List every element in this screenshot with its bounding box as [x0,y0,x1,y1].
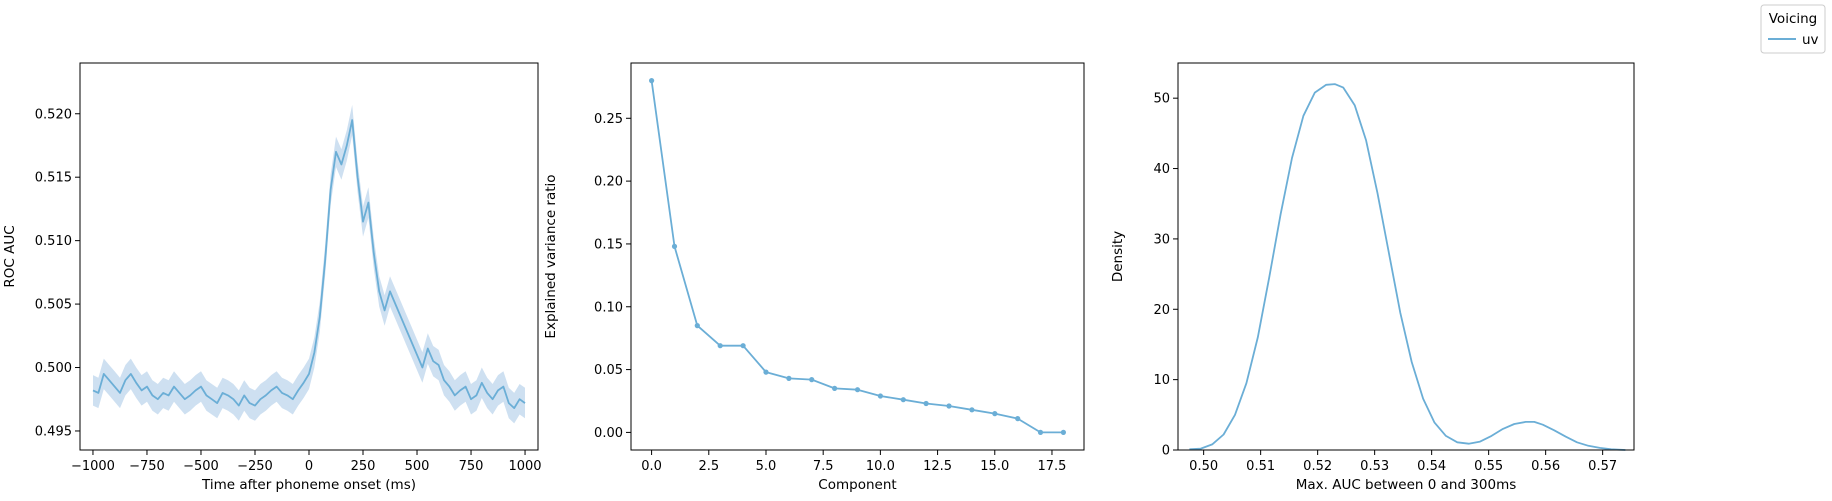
y-tick-label: 0.20 [594,175,623,190]
y-axis-label: Density [1110,231,1126,282]
x-axis-label: Time after phoneme onset (ms) [201,477,416,493]
panel-roc-auc: −1000 −750 −500 −250 0 250 500 750 1000 0.495 0.50… [2,62,542,493]
legend-label-uv: uv [1802,32,1819,48]
data-point [900,397,906,403]
x-tick-label: −250 [237,459,273,474]
x-axis-label: Component [818,477,896,493]
data-point [946,403,952,409]
legend: Voicing uv [1760,4,1826,54]
x-tick-label: 0.50 [1189,459,1218,474]
y-tick-label: 0.10 [594,300,623,315]
x-tick-label: 10.0 [866,459,895,474]
x-tick-label: 17.5 [1037,459,1066,474]
data-point [832,385,838,391]
y-tick-label: 0.520 [35,107,72,122]
y-tick-label: 20 [1153,303,1170,318]
data-point [969,407,975,413]
x-tick-label: 0.53 [1360,459,1389,474]
y-tick-label: 0.15 [594,237,623,252]
x-tick-label: 250 [351,459,376,474]
data-point [740,343,746,349]
y-tick-label: 0.25 [594,112,623,127]
axes-frame [1177,62,1635,451]
data-point [1037,429,1044,435]
x-tick-label: 500 [405,459,430,474]
data-point [649,78,655,84]
x-tick-label: 15.0 [980,459,1009,474]
series-line-uv [650,80,1064,434]
x-tick-label: 0.51 [1246,459,1275,474]
y-tick-label: 0.495 [35,424,72,439]
y-tick-label: 10 [1153,373,1170,388]
x-tick-label: 0.54 [1417,459,1446,474]
x-tick-label: 2.5 [698,459,719,474]
x-tick-label: −1000 [71,459,115,474]
data-point [992,411,998,417]
data-point [877,393,884,399]
y-tick-label: 0.500 [35,361,72,376]
axes-frame [630,62,1085,451]
confidence-band-uv [93,104,525,424]
x-tick-label: −750 [129,459,165,474]
y-tick-label: 0.00 [594,426,623,441]
data-point [786,375,792,381]
y-tick-label: 0.05 [594,363,623,378]
data-point [763,369,769,375]
x-tick-label: 0 [305,459,313,474]
data-point [717,343,723,349]
data-point [923,400,929,407]
x-tick-label: 0.56 [1531,459,1560,474]
x-tick-label: 750 [459,459,484,474]
x-tick-label: 0.52 [1303,459,1332,474]
x-axis-label: Max. AUC between 0 and 300ms [1296,477,1517,493]
y-tick-label: 50 [1153,92,1170,107]
data-point [1060,429,1066,435]
y-tick-label: 0 [1162,444,1170,459]
legend-title: Voicing [1769,11,1818,27]
x-tick-label: 12.5 [923,459,952,474]
data-point [1015,416,1021,422]
x-tick-label: 1000 [508,459,541,474]
y-tick-label: 0.510 [35,234,72,249]
y-axis-label: ROC AUC [2,225,18,287]
data-point [854,387,861,393]
data-point [694,323,700,329]
y-tick-label: 30 [1153,232,1170,247]
legend-frame [1760,4,1826,54]
y-tick-label: 0.515 [35,171,72,186]
data-point [671,243,678,249]
series-line-uv [1189,83,1626,451]
x-tick-label: 7.5 [813,459,834,474]
data-point [809,377,815,383]
x-tick-label: −500 [183,459,219,474]
y-tick-label: 0.505 [35,298,72,313]
panel-explained-variance: 0.0 2.5 5.0 7.5 10.0 12.5 15.0 17.5 0.00 0.05 0.10… [543,62,1085,493]
x-tick-label: 0.57 [1588,459,1617,474]
x-tick-label: 0.55 [1474,459,1503,474]
x-tick-label: 0.0 [641,459,662,474]
y-axis-label: Explained variance ratio [543,174,559,338]
y-tick-label: 40 [1153,162,1170,177]
series-line-uv [92,119,526,409]
x-tick-label: 5.0 [756,459,777,474]
panel-density: 0.50 0.51 0.52 0.53 0.54 0.55 0.56 0.57 0 10 20 30 4… [1110,62,1635,493]
